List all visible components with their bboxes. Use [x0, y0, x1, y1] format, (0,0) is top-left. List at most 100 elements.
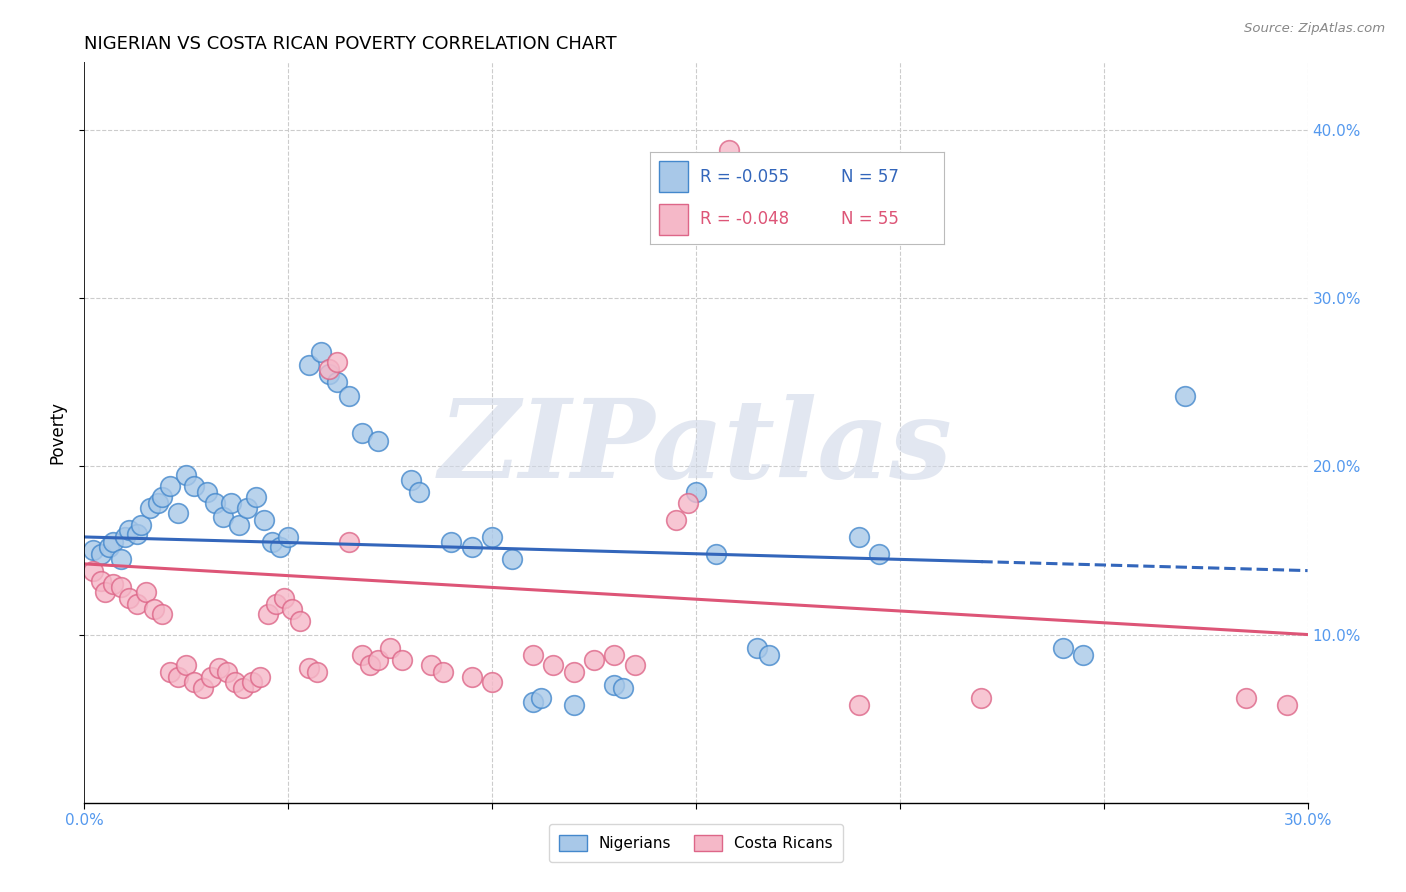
Point [440, 535, 463, 549]
Point [127, 597, 149, 611]
Bar [658, 203, 688, 235]
Point [240, 674, 263, 689]
Text: N = 55: N = 55 [841, 211, 898, 228]
Point [624, 657, 647, 672]
Point [208, 661, 231, 675]
Point [90, 574, 112, 588]
Point [236, 501, 259, 516]
Point [543, 657, 565, 672]
Point [269, 540, 291, 554]
Point [232, 681, 254, 696]
Point [110, 581, 132, 595]
Point [167, 670, 190, 684]
Point [326, 375, 349, 389]
Point [391, 653, 413, 667]
Point [583, 653, 606, 667]
Point [195, 484, 218, 499]
Point [367, 653, 389, 667]
Point [298, 359, 321, 373]
Point [562, 665, 585, 679]
Text: R = -0.048: R = -0.048 [700, 211, 789, 228]
Point [1052, 640, 1074, 655]
Bar [658, 161, 688, 193]
Point [228, 518, 250, 533]
Point [603, 648, 626, 662]
Point [135, 585, 157, 599]
Point [339, 535, 361, 549]
Point [612, 681, 634, 696]
Point [146, 496, 169, 510]
Point [260, 535, 283, 549]
Point [245, 490, 267, 504]
Text: R = -0.055: R = -0.055 [700, 168, 789, 186]
Point [97, 540, 120, 554]
Text: Source: ZipAtlas.com: Source: ZipAtlas.com [1244, 22, 1385, 36]
Point [305, 665, 328, 679]
Point [522, 695, 544, 709]
Point [747, 640, 769, 655]
Point [869, 547, 891, 561]
Point [90, 547, 112, 561]
Point [174, 467, 197, 482]
Legend: Nigerians, Costa Ricans: Nigerians, Costa Ricans [548, 824, 844, 862]
Point [142, 602, 165, 616]
Text: ZIPatlas: ZIPatlas [439, 393, 953, 501]
Point [339, 388, 361, 402]
Point [461, 670, 484, 684]
Point [603, 678, 626, 692]
Point [281, 602, 304, 616]
Point [82, 543, 104, 558]
Point [309, 344, 332, 359]
Point [318, 367, 340, 381]
Point [110, 551, 132, 566]
Point [408, 484, 430, 499]
Point [174, 657, 197, 672]
Point [350, 425, 373, 440]
Point [131, 518, 153, 533]
Point [350, 648, 373, 662]
Text: N = 57: N = 57 [841, 168, 898, 186]
Point [183, 479, 205, 493]
Point [101, 535, 124, 549]
Point [249, 670, 271, 684]
Point [481, 530, 503, 544]
Point [150, 607, 173, 622]
Point [562, 698, 585, 713]
Point [273, 591, 295, 605]
Point [420, 657, 443, 672]
Point [93, 585, 115, 599]
Point [191, 681, 214, 696]
Point [522, 648, 544, 662]
Point [706, 547, 728, 561]
Point [399, 473, 422, 487]
Point [277, 530, 299, 544]
Point [118, 523, 141, 537]
Point [257, 607, 280, 622]
Point [481, 674, 503, 689]
Point [298, 661, 321, 675]
Point [219, 496, 242, 510]
Point [461, 540, 484, 554]
Point [848, 530, 870, 544]
Point [665, 513, 688, 527]
Point [290, 614, 312, 628]
Point [253, 513, 276, 527]
Point [706, 224, 728, 238]
Point [150, 490, 173, 504]
Point [848, 698, 870, 713]
Text: NIGERIAN VS COSTA RICAN POVERTY CORRELATION CHART: NIGERIAN VS COSTA RICAN POVERTY CORRELAT… [84, 35, 617, 53]
Point [118, 591, 141, 605]
Point [114, 530, 136, 544]
Point [717, 143, 740, 157]
Point [359, 657, 381, 672]
Point [127, 526, 149, 541]
Point [380, 640, 402, 655]
Point [183, 674, 205, 689]
Point [217, 665, 239, 679]
Point [1277, 698, 1299, 713]
Point [138, 501, 160, 516]
Point [717, 198, 740, 212]
Point [970, 691, 993, 706]
Point [432, 665, 454, 679]
Point [367, 434, 389, 448]
